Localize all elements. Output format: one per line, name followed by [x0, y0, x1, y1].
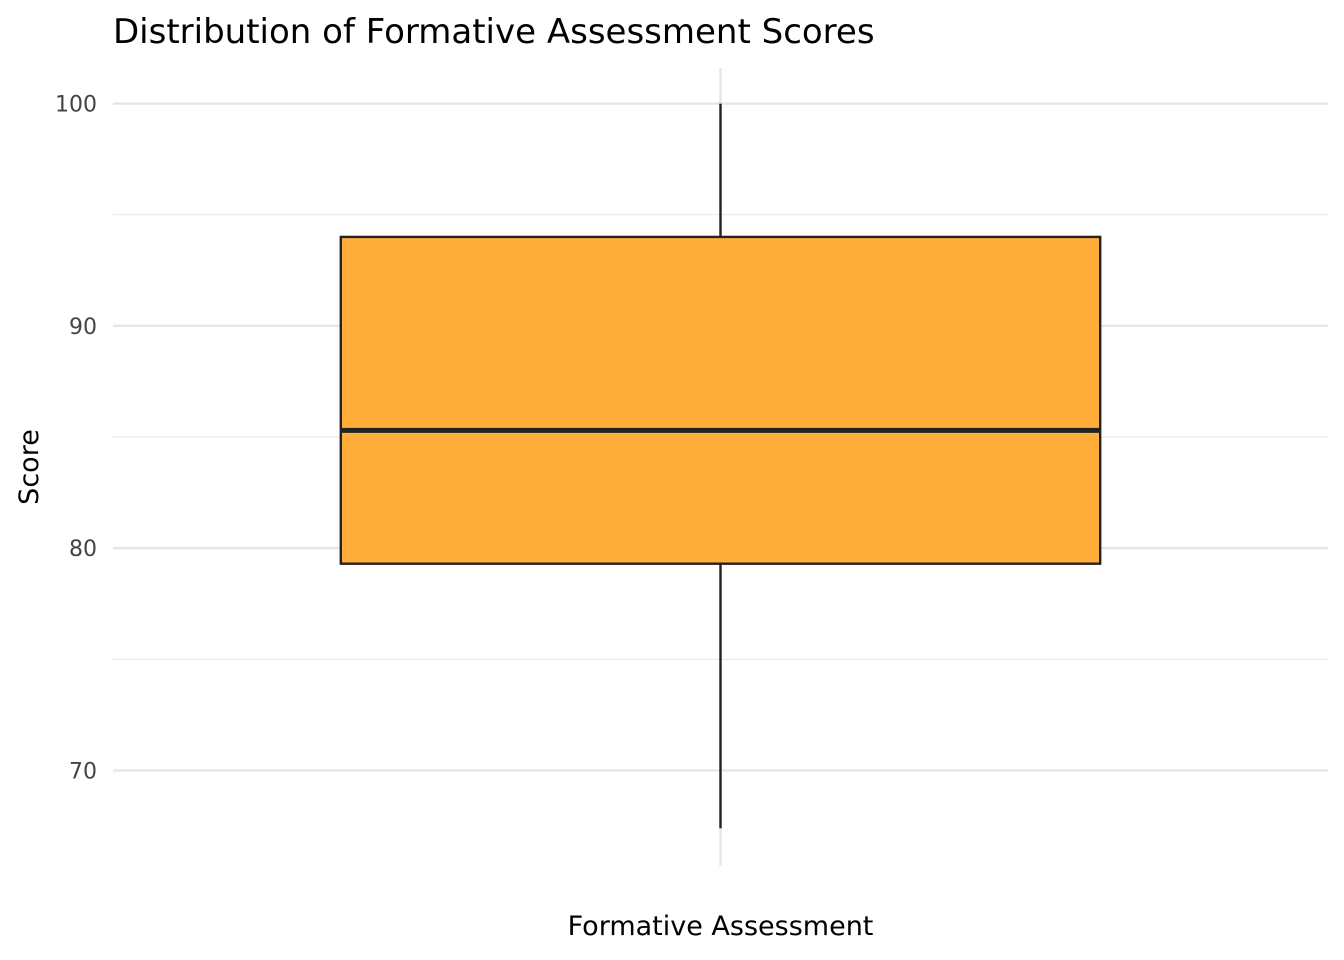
iqr-box: [339, 235, 1102, 565]
y-tick-label: 90: [69, 315, 97, 340]
y-axis-ticks: 70 80 90 100: [55, 93, 97, 785]
y-tick-label: 70: [69, 759, 97, 784]
y-tick-label: 100: [55, 93, 97, 118]
x-axis-ticks: Formative Assessment: [568, 911, 874, 942]
chart-title: Distribution of Formative Assessment Sco…: [113, 12, 875, 52]
box-layer: [339, 103, 1102, 829]
y-axis-title: Score: [14, 429, 45, 505]
y-tick-label: 80: [69, 537, 97, 562]
x-tick-label: Formative Assessment: [568, 911, 874, 942]
